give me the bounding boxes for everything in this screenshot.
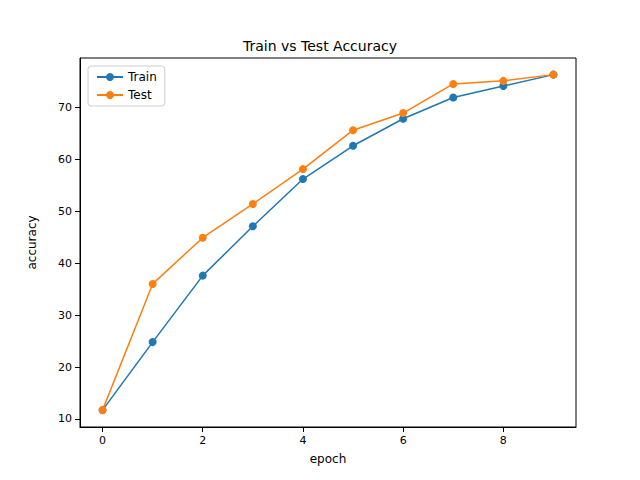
svg-text:50: 50	[58, 205, 72, 218]
svg-text:2: 2	[199, 434, 206, 447]
svg-text:Train vs Test Accuracy: Train vs Test Accuracy	[242, 38, 397, 54]
svg-text:70: 70	[58, 101, 72, 114]
svg-text:0: 0	[99, 434, 106, 447]
svg-text:Test: Test	[127, 88, 152, 102]
svg-text:30: 30	[58, 309, 72, 322]
svg-text:epoch: epoch	[310, 452, 347, 466]
svg-text:8: 8	[500, 434, 507, 447]
svg-text:40: 40	[58, 257, 72, 270]
svg-text:4: 4	[299, 434, 306, 447]
svg-text:Train: Train	[127, 70, 157, 84]
svg-text:6: 6	[400, 434, 407, 447]
svg-text:accuracy: accuracy	[25, 215, 39, 269]
svg-text:10: 10	[58, 412, 72, 425]
svg-text:20: 20	[58, 361, 72, 374]
svg-text:60: 60	[58, 153, 72, 166]
